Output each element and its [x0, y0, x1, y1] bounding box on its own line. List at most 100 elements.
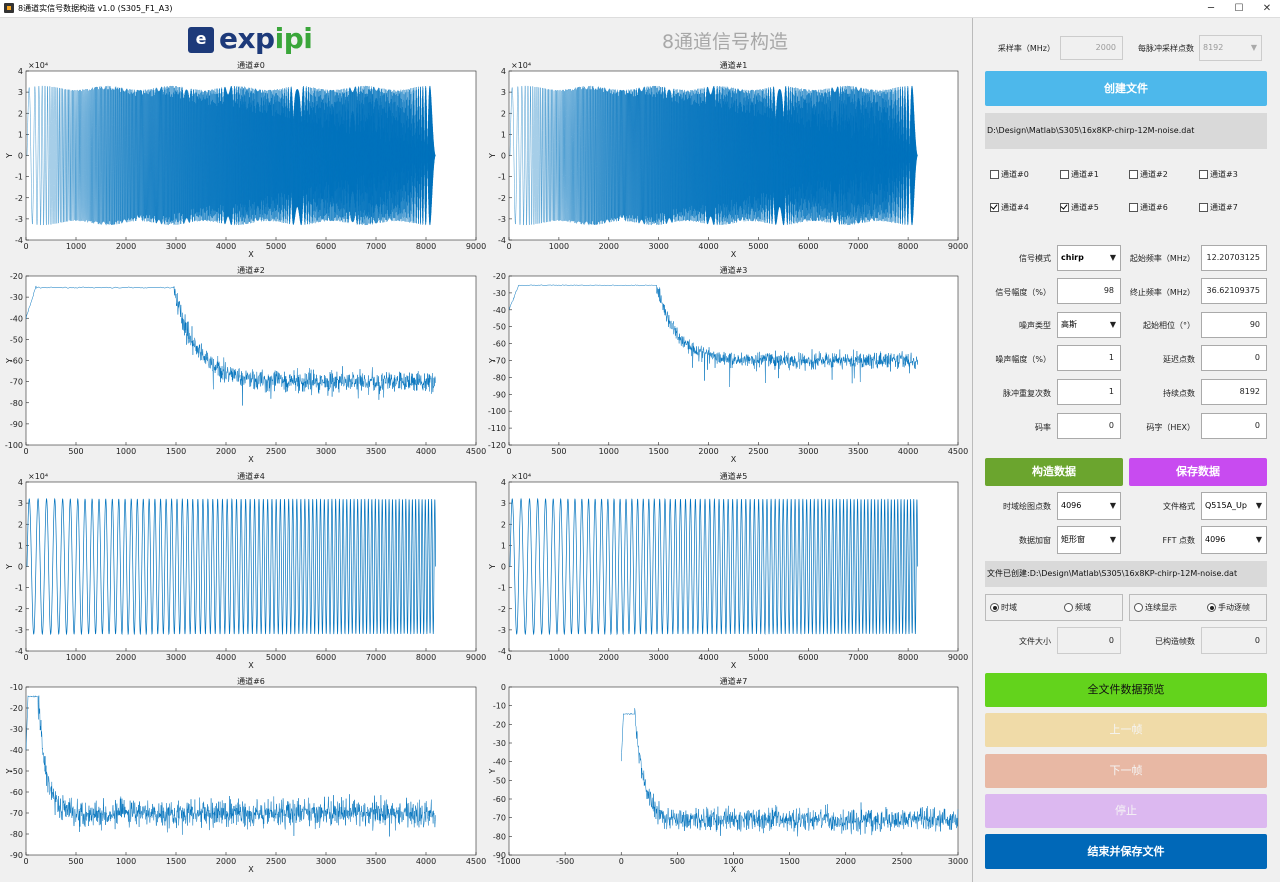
- plot-ytick: -40: [10, 746, 23, 755]
- plot-title: 通道#3: [720, 265, 748, 275]
- plot-ylabel: Y: [488, 358, 497, 364]
- plot-xtick: 3000: [166, 653, 186, 662]
- stop-button[interactable]: 停止: [985, 794, 1267, 828]
- create-file-button[interactable]: 创建文件: [985, 71, 1267, 106]
- spectrum-trace: [25, 694, 436, 837]
- checkbox-empty-icon: [1199, 170, 1208, 179]
- channel-checkbox-3[interactable]: 通道#3: [1199, 169, 1238, 180]
- status-display: 文件已创建:D:\Design\Matlab\S305\16x8KP-chirp…: [985, 561, 1267, 587]
- noise-type-select[interactable]: 高斯 ▼: [1057, 312, 1121, 338]
- freq-domain-radio[interactable]: 频域: [1064, 602, 1091, 613]
- plot-xlabel: X: [248, 250, 254, 259]
- frames-display: 0: [1201, 627, 1267, 654]
- stop-freq-input[interactable]: 36.62109375: [1201, 278, 1267, 304]
- channel-checkbox-7[interactable]: 通道#7: [1199, 202, 1238, 213]
- build-data-button[interactable]: 构造数据: [985, 458, 1123, 486]
- waveform-trace: [509, 85, 918, 226]
- signal-mode-select[interactable]: chirp ▼: [1057, 245, 1121, 271]
- plot-ytick: -80: [493, 832, 506, 841]
- radio-off-icon: [1064, 603, 1073, 612]
- plot-xtick: 5000: [266, 653, 286, 662]
- code-word-input[interactable]: 0: [1201, 413, 1267, 439]
- window-select[interactable]: 矩形窗 ▼: [1057, 526, 1121, 554]
- plot-xtick: 2000: [599, 242, 619, 251]
- time-domain-radio[interactable]: 时域: [990, 602, 1017, 613]
- freq-domain-label: 频域: [1075, 603, 1091, 612]
- plot-xtick: 0: [23, 653, 28, 662]
- delay-label: 延迟点数: [1163, 355, 1195, 364]
- plot-points-select[interactable]: 4096 ▼: [1057, 492, 1121, 520]
- plot-xtick: 9000: [948, 242, 968, 251]
- plot-ytick: -4: [15, 647, 23, 656]
- plot-xlabel: X: [248, 661, 254, 670]
- plot-xtick: 0: [506, 447, 511, 456]
- plot-xtick: 3000: [316, 447, 336, 456]
- checkbox-checked-icon: [1060, 203, 1069, 212]
- channel-checkbox-4[interactable]: 通道#4: [990, 202, 1029, 213]
- channel-checkbox-5[interactable]: 通道#5: [1060, 202, 1099, 213]
- repeat-input[interactable]: 1: [1057, 379, 1121, 405]
- manual-radio[interactable]: 手动逐帧: [1207, 602, 1250, 613]
- plot-ytick: -1: [15, 584, 23, 593]
- plot-ytick: -30: [493, 739, 506, 748]
- channel-checkbox-0[interactable]: 通道#0: [990, 169, 1029, 180]
- channel-checkbox-1[interactable]: 通道#1: [1060, 169, 1099, 180]
- close-button[interactable]: ✕: [1262, 3, 1272, 14]
- duration-input[interactable]: 8192: [1201, 379, 1267, 405]
- plot-xtick: 1500: [166, 447, 186, 456]
- plot-ytick: -60: [10, 788, 23, 797]
- save-data-button[interactable]: 保存数据: [1129, 458, 1267, 486]
- delay-input[interactable]: 0: [1201, 345, 1267, 371]
- next-frame-button[interactable]: 下一帧: [985, 754, 1267, 788]
- plot-xtick: 6000: [798, 242, 818, 251]
- samples-per-pulse-select[interactable]: 8192 ▼: [1199, 35, 1262, 61]
- plot-axes-box: [25, 275, 477, 446]
- plot-xtick: 3000: [166, 242, 186, 251]
- finish-save-button[interactable]: 结束并保存文件: [985, 834, 1267, 869]
- preview-all-button[interactable]: 全文件数据预览: [985, 673, 1267, 707]
- maximize-button[interactable]: ☐: [1234, 3, 1244, 14]
- plot-xtick: 500: [68, 447, 83, 456]
- file-size-display: 0: [1057, 627, 1121, 654]
- minimize-button[interactable]: ─: [1207, 3, 1215, 14]
- plot-ytick: -10: [10, 683, 23, 692]
- plot-exponent: ×10⁴: [28, 61, 48, 70]
- plot-ytick: 1: [18, 541, 23, 550]
- start-phase-input[interactable]: 90: [1201, 312, 1267, 338]
- channel-checkbox-2[interactable]: 通道#2: [1129, 169, 1168, 180]
- plot-ytick: -90: [10, 851, 23, 860]
- plot-ytick: 2: [18, 109, 23, 118]
- start-freq-label: 起始频率（MHz）: [1129, 254, 1195, 263]
- plot-xtick: 0: [23, 857, 28, 866]
- plot-ytick: 1: [501, 130, 506, 139]
- code-rate-input[interactable]: 0: [1057, 413, 1121, 439]
- start-phase-label: 起始相位（°）: [1143, 321, 1195, 330]
- plot-xtick: 1000: [599, 447, 619, 456]
- noise-amp-input[interactable]: 1: [1057, 345, 1121, 371]
- plot-ytick: -80: [10, 399, 23, 408]
- plot-title: 通道#5: [720, 471, 748, 481]
- plot-xtick: 1000: [723, 857, 743, 866]
- fft-select[interactable]: 4096 ▼: [1201, 526, 1267, 554]
- plot-xtick: 2500: [748, 447, 768, 456]
- plot-ytick: -2: [498, 194, 506, 203]
- plot-ytick: -120: [488, 441, 506, 450]
- checkbox-empty-icon: [1129, 170, 1138, 179]
- amplitude-input[interactable]: 98: [1057, 278, 1121, 304]
- plot-xtick: 3000: [316, 857, 336, 866]
- plot-title: 通道#7: [720, 676, 748, 686]
- file-format-select[interactable]: Q515A_Up ▼: [1201, 492, 1267, 520]
- plot-xtick: 1000: [66, 653, 86, 662]
- plot-ylabel: Y: [5, 153, 14, 159]
- channel-checkbox-6[interactable]: 通道#6: [1129, 202, 1168, 213]
- plot-ytick: 3: [18, 499, 23, 508]
- prev-frame-button[interactable]: 上一帧: [985, 713, 1267, 747]
- sample-rate-input[interactable]: 2000: [1060, 36, 1123, 60]
- plot-ytick: 0: [501, 683, 506, 692]
- plot-xtick: 2000: [836, 857, 856, 866]
- plot-ytick: -40: [493, 306, 506, 315]
- continuous-radio[interactable]: 连续显示: [1134, 602, 1177, 613]
- start-freq-input[interactable]: 12.20703125: [1201, 245, 1267, 271]
- checkbox-empty-icon: [990, 170, 999, 179]
